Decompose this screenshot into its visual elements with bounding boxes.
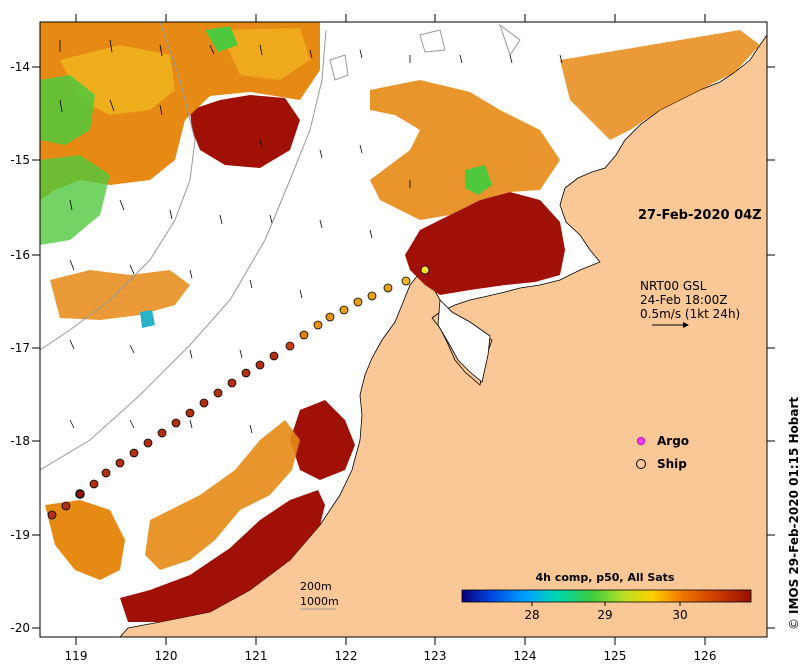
green-patch-1 xyxy=(40,75,95,145)
legend-ship: Ship xyxy=(657,457,687,471)
colorbar-tick: 29 xyxy=(597,608,612,622)
contour-islands xyxy=(329,23,521,81)
x-tick-label: 125 xyxy=(604,649,627,663)
x-tick-label: 126 xyxy=(694,649,717,663)
y-ticks xyxy=(32,66,775,629)
yellow-patch-2 xyxy=(220,28,310,80)
orange-patch-sw xyxy=(45,500,125,580)
contour-200m xyxy=(40,29,327,471)
x-tick-label: 121 xyxy=(245,649,268,663)
orange-patch-s xyxy=(145,420,300,570)
y-tick-label: -15 xyxy=(10,153,30,167)
x-tick-label: 120 xyxy=(155,649,178,663)
copyright-icon: © xyxy=(787,618,801,630)
current-label-line1: NRT00 GSL xyxy=(640,279,707,293)
current-vectors xyxy=(59,39,563,434)
y-tick-label: -16 xyxy=(10,248,30,262)
green-patch-2 xyxy=(40,155,110,245)
x-tick-label: 119 xyxy=(65,649,88,663)
x-tick-label: 123 xyxy=(424,649,447,663)
current-label-line3: 0.5m/s (1kt 24h) xyxy=(640,307,740,321)
y-tick-label: -17 xyxy=(10,341,30,355)
orange-patch-mid xyxy=(50,270,190,320)
depth-legend-1000m: 1000m xyxy=(300,595,339,608)
hot-zone-kimberley xyxy=(405,192,565,295)
colorbar xyxy=(461,589,752,603)
depth-legend-200m: 200m xyxy=(300,580,332,593)
y-tick-label: -18 xyxy=(10,434,30,448)
colorbar-tick: 30 xyxy=(672,608,687,622)
legend-argo: Argo xyxy=(657,434,689,448)
bay xyxy=(437,299,491,383)
cyan-patch xyxy=(140,310,155,328)
y-tick-label: -20 xyxy=(10,621,30,635)
y-tick-label: -14 xyxy=(10,60,30,74)
current-label-line2: 24-Feb 18:00Z xyxy=(640,293,727,307)
ship-track xyxy=(47,265,430,520)
orange-patch-n xyxy=(370,80,560,220)
plot-frame xyxy=(39,21,768,638)
colorbar-title: 4h comp, p50, All Sats xyxy=(536,571,675,584)
ship-marker-icon xyxy=(636,459,646,469)
timestamp-label: 27-Feb-2020 04Z xyxy=(638,208,762,223)
orange-patch-ne xyxy=(560,30,760,140)
hot-zone-south xyxy=(120,490,325,622)
argo-marker-icon xyxy=(637,437,645,445)
contour-1000m xyxy=(40,22,196,351)
green-patch-4 xyxy=(205,26,238,52)
hot-zone-coast xyxy=(290,400,355,480)
colorbar-tick: 28 xyxy=(524,608,539,622)
green-patch-3 xyxy=(465,165,492,195)
y-tick-label: -19 xyxy=(10,528,30,542)
x-tick-label: 124 xyxy=(514,649,537,663)
credit-text: IMOS 29-Feb-2020 01:15 Hobart xyxy=(787,397,801,614)
x-tick-label: 122 xyxy=(335,649,358,663)
x-ticks xyxy=(75,14,706,645)
hot-zone-north xyxy=(190,95,300,168)
